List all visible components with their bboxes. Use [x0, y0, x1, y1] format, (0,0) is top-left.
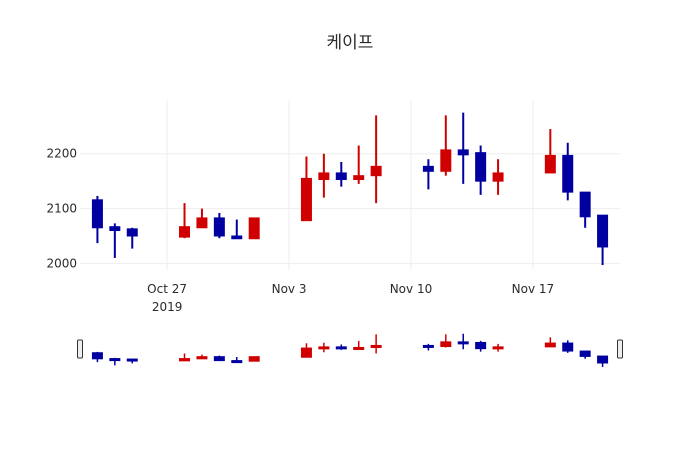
candle: [179, 203, 191, 239]
x-tick-label: Nov 17: [512, 282, 555, 296]
range-slider-background[interactable]: [80, 331, 620, 368]
candle: [109, 223, 121, 258]
range-slider-candle: [318, 342, 330, 353]
range-slider-candle: [457, 333, 469, 350]
range-slider-candle: [300, 343, 312, 358]
range-slider-candle: [335, 344, 347, 350]
candle: [335, 161, 347, 187]
range-slider-candle: [597, 355, 609, 367]
range-slider-candle: [579, 350, 591, 359]
y-axis-ticks: 2000 2100 2200: [46, 147, 77, 271]
candle: [492, 159, 504, 195]
range-slider-candle: [179, 353, 191, 362]
range-slider-candle: [248, 356, 260, 362]
candle: [544, 129, 556, 174]
candle: [318, 153, 330, 198]
range-slider-candle: [126, 358, 138, 364]
range-slider[interactable]: [77, 331, 623, 368]
candle: [248, 217, 260, 240]
range-slider-candle: [492, 343, 504, 352]
candle: [597, 214, 609, 266]
candle: [475, 145, 487, 195]
gridlines: [80, 100, 620, 270]
candle: [300, 156, 312, 222]
candle: [213, 212, 225, 239]
range-slider-candle: [422, 343, 434, 351]
candle: [370, 115, 382, 204]
candle: [231, 219, 243, 240]
candle: [422, 159, 434, 190]
x-axis-ticks: Oct 27 2019 Nov 3 Nov 10 Nov 17: [147, 282, 554, 314]
x-tick-year-label: 2019: [152, 300, 183, 314]
range-slider-candle: [91, 351, 103, 363]
range-slider-candle: [370, 334, 382, 354]
candle: [126, 227, 138, 249]
x-tick-label: Nov 10: [390, 282, 433, 296]
range-slider-candle: [475, 340, 487, 352]
candle: [353, 145, 365, 184]
x-tick-label: Oct 27: [147, 282, 187, 296]
y-tick-label: 2200: [46, 147, 77, 161]
range-slider-candle: [562, 340, 574, 353]
plot-area[interactable]: [91, 112, 609, 266]
range-slider-candle: [213, 355, 225, 362]
y-tick-label: 2000: [46, 256, 77, 270]
candle: [196, 208, 208, 229]
y-tick-label: 2100: [46, 202, 77, 216]
range-slider-candle: [196, 354, 208, 360]
range-slider-left-handle[interactable]: [77, 339, 83, 359]
candle: [440, 115, 452, 176]
range-slider-candle: [440, 334, 452, 348]
x-tick-label: Nov 3: [272, 282, 307, 296]
range-slider-candle: [231, 357, 243, 364]
chart-title: 케이프: [327, 33, 374, 53]
range-slider-right-handle[interactable]: [617, 339, 623, 359]
range-slider-candle: [109, 357, 121, 366]
candle: [579, 191, 591, 228]
range-slider-candle: [544, 337, 556, 348]
candle: [562, 142, 574, 201]
candle: [457, 112, 469, 184]
candle: [91, 195, 103, 244]
range-slider-candle: [353, 340, 365, 350]
